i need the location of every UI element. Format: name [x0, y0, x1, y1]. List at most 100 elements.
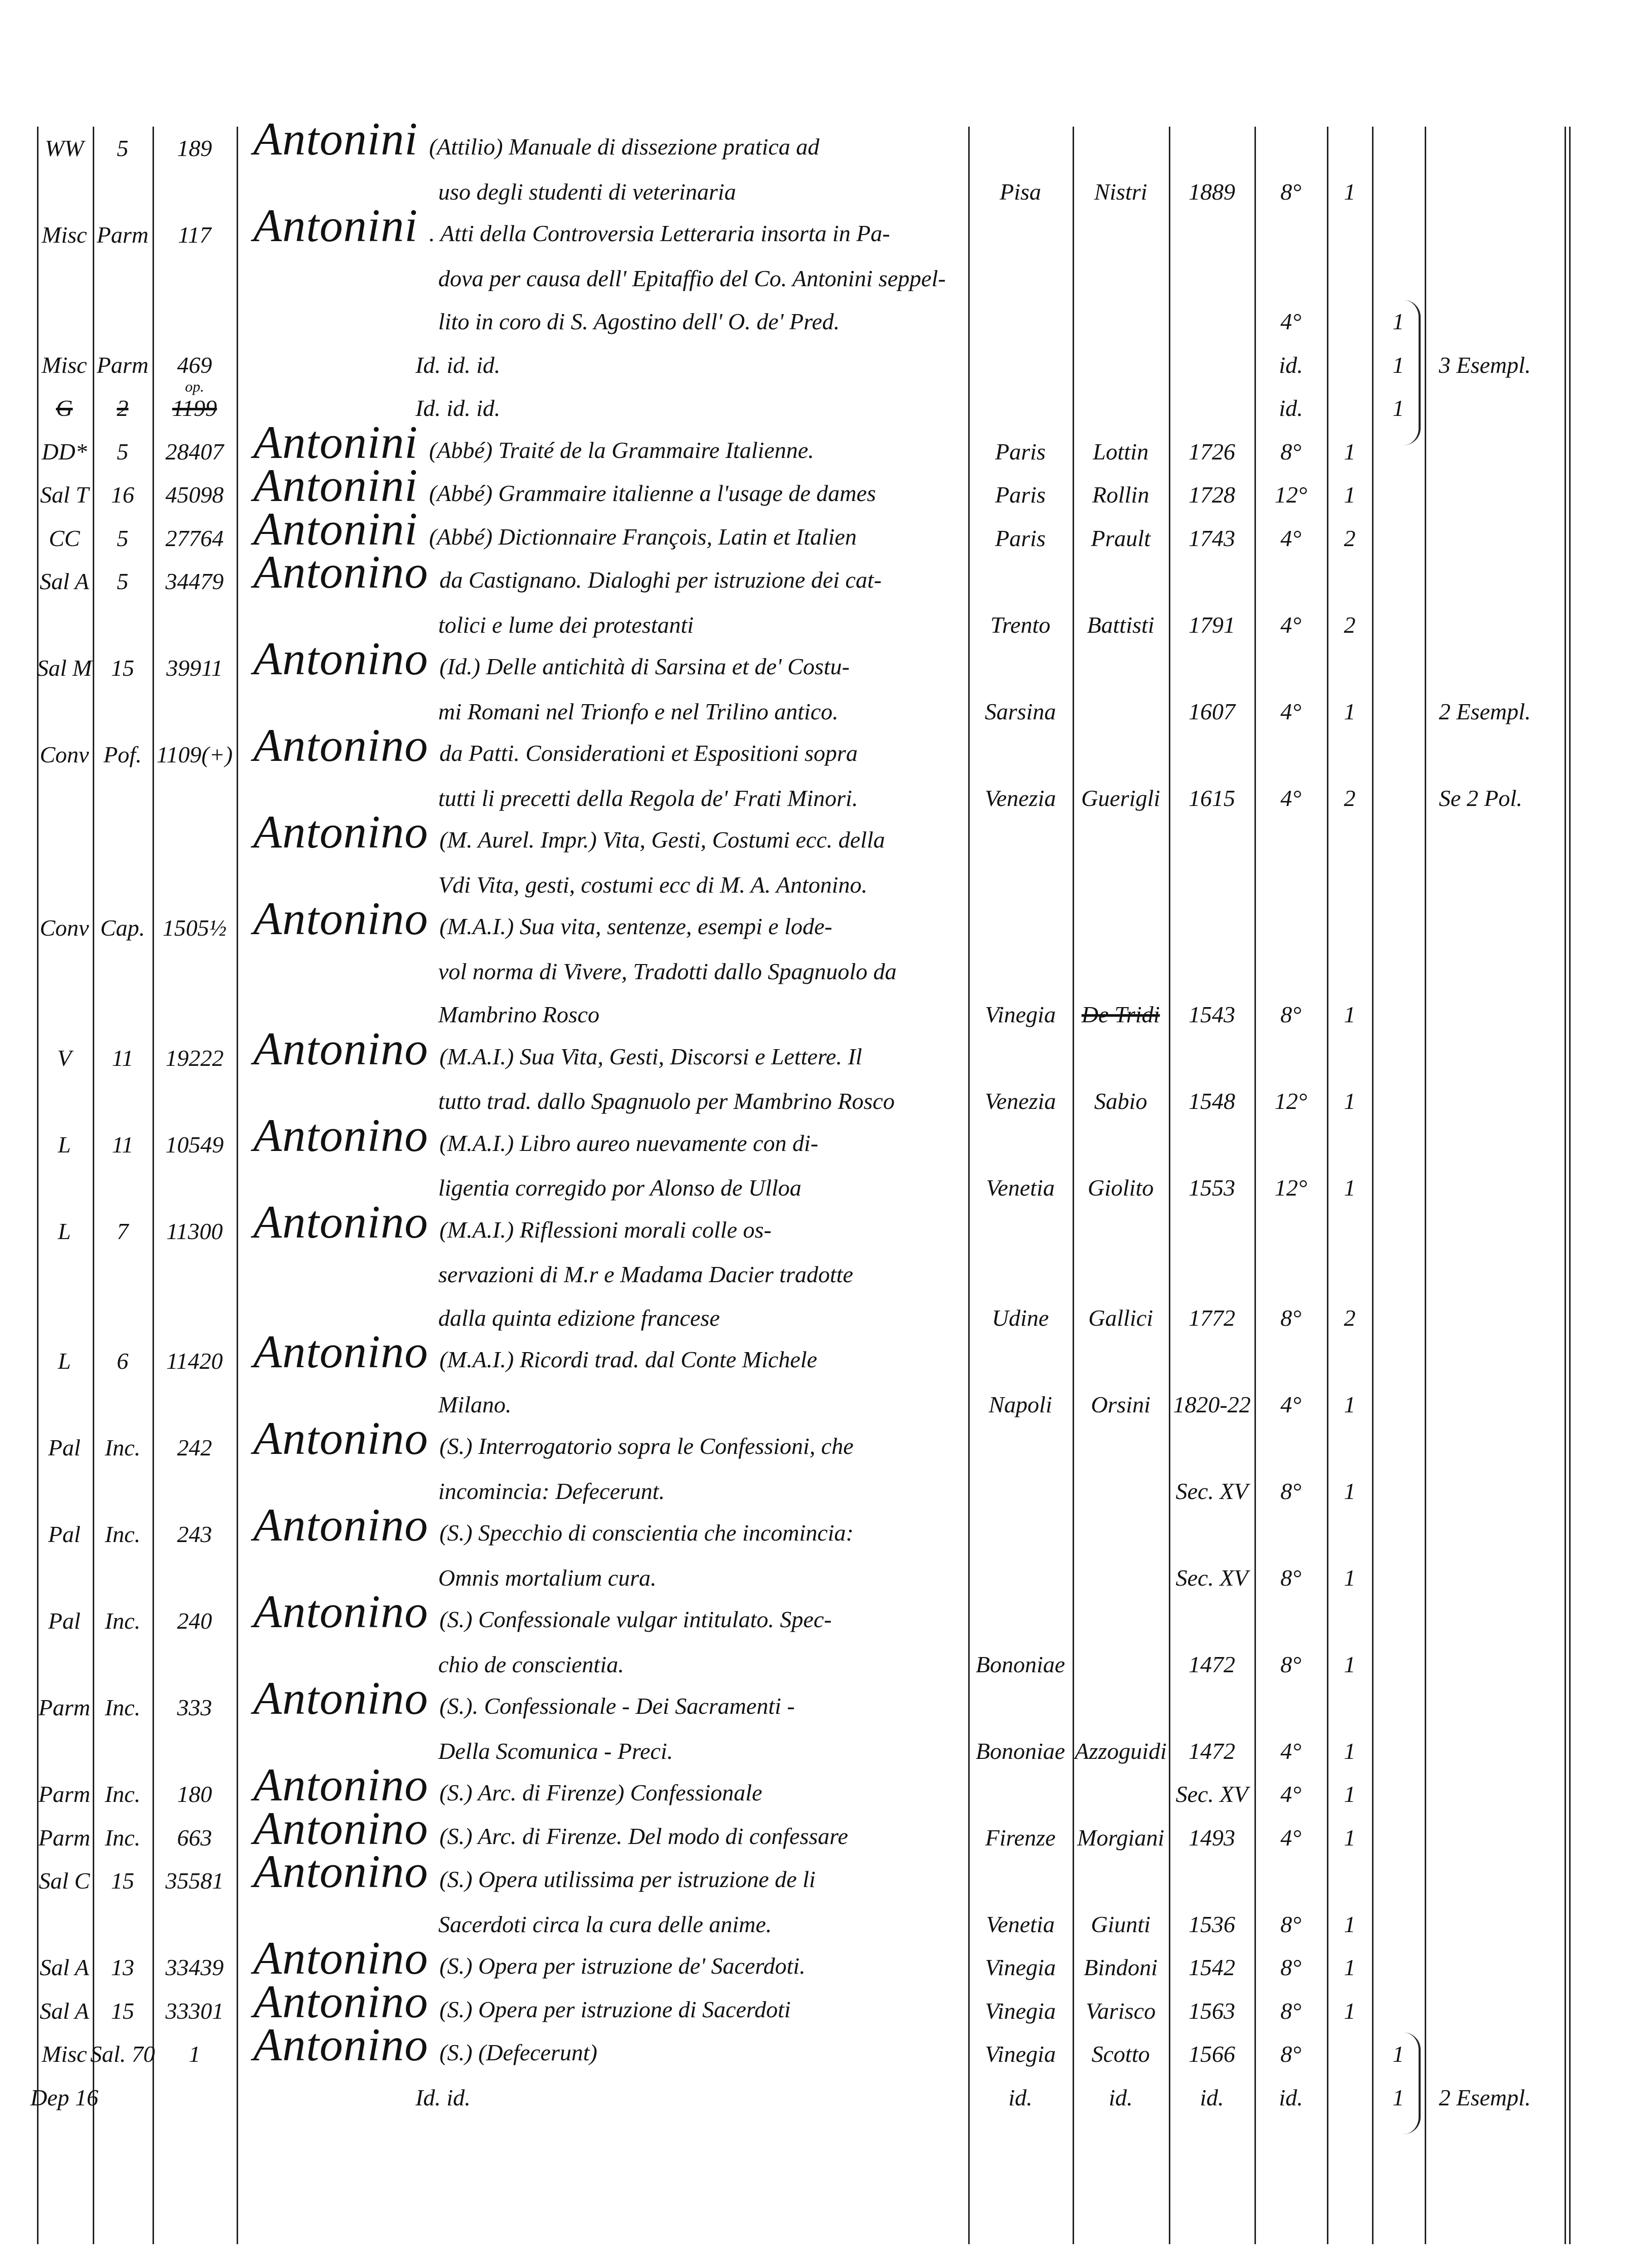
item-number: 1109(+) [156, 742, 233, 767]
item-number: 243 [177, 1521, 212, 1547]
place: Sarsina [984, 698, 1056, 724]
year: 1615 [1189, 785, 1235, 811]
item-number: 333 [177, 1695, 212, 1720]
shelf-mark: L [58, 1218, 71, 1244]
entry-heading: Antonini [253, 459, 418, 511]
format: 8° [1280, 1304, 1302, 1331]
printer: id. [1109, 2084, 1133, 2110]
entry-title-line: uso degli studenti di veterinaria [438, 178, 736, 205]
section: 5 [117, 135, 129, 161]
shelf-mark: Parm [38, 1824, 91, 1851]
entry-title-row: dova per causa dell' Epitaffio del Co. A… [438, 266, 946, 290]
shelf-mark: Pal [48, 1521, 81, 1547]
format: 4° [1280, 1781, 1302, 1807]
section: Parm [96, 222, 149, 248]
section: Inc. [104, 1521, 141, 1547]
format: 8° [1280, 1997, 1302, 2024]
extra: 1 [1392, 2084, 1404, 2110]
shelf-mark: Misc [42, 352, 87, 378]
section: 15 [111, 655, 134, 681]
entry-title-row: Antonini (Abbé) Traité de la Grammaire It… [253, 419, 814, 466]
entry-title-line: Vdi Vita, gesti, costumi ecc di M. A. An… [438, 871, 868, 898]
entry-title-row: ligentia corregido por Alonso de Ulloa [438, 1176, 802, 1200]
shelf-mark: L [58, 1348, 71, 1374]
entry-title-line: incomincia: Defecerunt. [438, 1478, 665, 1504]
section: 11 [111, 1045, 134, 1071]
shelf-mark: Sal A [40, 1997, 89, 2024]
format: 4° [1280, 785, 1302, 811]
grouping-brace [1403, 2032, 1421, 2134]
entry-title-line: vol norma di Vivere, Tradotti dallo Spag… [438, 958, 897, 984]
note: Se 2 Pol. [1439, 785, 1522, 811]
entry-title-row: Antonino (M.A.I.) Ricordi trad. dal Conte… [253, 1328, 817, 1375]
copies: 2 [1344, 1304, 1356, 1331]
place: Venetia [986, 1911, 1055, 1937]
place: Bononiae [975, 1651, 1065, 1677]
printer: Bindoni [1084, 1954, 1158, 1980]
shelf-mark: Dep 16 [30, 2084, 99, 2110]
place: id. [1008, 2084, 1033, 2110]
shelf-mark: Misc [42, 222, 87, 248]
printer: Guerigli [1081, 785, 1160, 811]
entry-title-line: da Castignano. Dialoghi per istruzione d… [439, 567, 882, 593]
item-number: 19222 [165, 1045, 224, 1071]
shelf-mark: Pal [48, 1435, 81, 1460]
entry-title-line: (S.) Opera utilissima per istruzione de … [439, 1866, 816, 1892]
entry-heading: Antonino [253, 1586, 429, 1637]
year: 1743 [1189, 525, 1235, 551]
extra: 1 [1392, 352, 1404, 378]
entry-heading: Antonini [253, 113, 418, 165]
copies: 1 [1344, 1911, 1356, 1937]
copies: 1 [1344, 1391, 1356, 1417]
entry-title-row: Sacerdoti circa la cura delle anime. [438, 1912, 772, 1936]
printer: Rollin [1092, 482, 1150, 508]
printer: Battisti [1087, 611, 1155, 638]
column-rule [1425, 127, 1426, 2244]
entry-title-line: dalla quinta edizione francese [438, 1304, 720, 1331]
entry-title-row: uso degli studenti di veterinaria [438, 180, 736, 204]
year: 1548 [1189, 1088, 1235, 1114]
shelf-mark: Misc [42, 2041, 87, 2067]
year: 1889 [1189, 178, 1235, 205]
entry-title-line: ligentia corregido por Alonso de Ulloa [438, 1175, 802, 1201]
entry-title-row: Id. id. id. [415, 397, 500, 420]
printer: Orsini [1091, 1391, 1151, 1417]
entry-title-line: (Abbé) Dictionnaire François, Latin et I… [429, 523, 857, 550]
format: 8° [1280, 1478, 1302, 1504]
column-rule [1254, 127, 1256, 2244]
entry-title-line: (S.) Opera per istruzione de' Sacerdoti. [439, 1953, 806, 1979]
place: Napoli [988, 1391, 1052, 1417]
entry-title-line: . Atti della Controversia Letteraria ins… [429, 220, 890, 246]
copies: 1 [1344, 1175, 1356, 1201]
entry-heading: Antonino [253, 1109, 429, 1161]
entry-title-line: (Abbé) Traité de la Grammaire Italienne. [429, 437, 814, 463]
entry-title-line: Mambrino Rosco [438, 1002, 600, 1027]
entry-title-row: Id. id. [415, 2086, 471, 2109]
format: id. [1279, 352, 1303, 378]
printer: Prault [1091, 525, 1151, 551]
entry-title-line: Milano. [438, 1391, 512, 1417]
printer: Azzoguidi [1075, 1738, 1167, 1764]
format: 4° [1280, 309, 1302, 334]
printer: Nistri [1094, 178, 1148, 205]
entry-title-row: tolici e lume dei protestanti [438, 613, 694, 637]
format: 12° [1274, 1175, 1308, 1201]
note: 2 Esempl. [1439, 698, 1531, 724]
section: 16 [111, 482, 134, 508]
shelf-mark: Pal [48, 1608, 81, 1634]
place: Paris [995, 438, 1046, 465]
entry-heading: Antonino [253, 1759, 429, 1811]
entry-heading: Antonino [253, 719, 429, 771]
section: 15 [111, 1997, 134, 2024]
copies: 1 [1344, 1781, 1356, 1807]
year: 1542 [1189, 1954, 1235, 1980]
section: Pof. [103, 742, 142, 767]
printer: Sabio [1094, 1088, 1148, 1114]
number-annotation: op. [185, 378, 204, 395]
year: 1563 [1189, 1997, 1235, 2024]
entry-heading: Antonino [253, 633, 429, 684]
printer: Gallici [1088, 1304, 1153, 1331]
item-number: 28407 [165, 438, 224, 465]
entry-title-row: Vdi Vita, gesti, costumi ecc di M. A. An… [438, 873, 867, 897]
section: 11 [111, 1131, 134, 1158]
